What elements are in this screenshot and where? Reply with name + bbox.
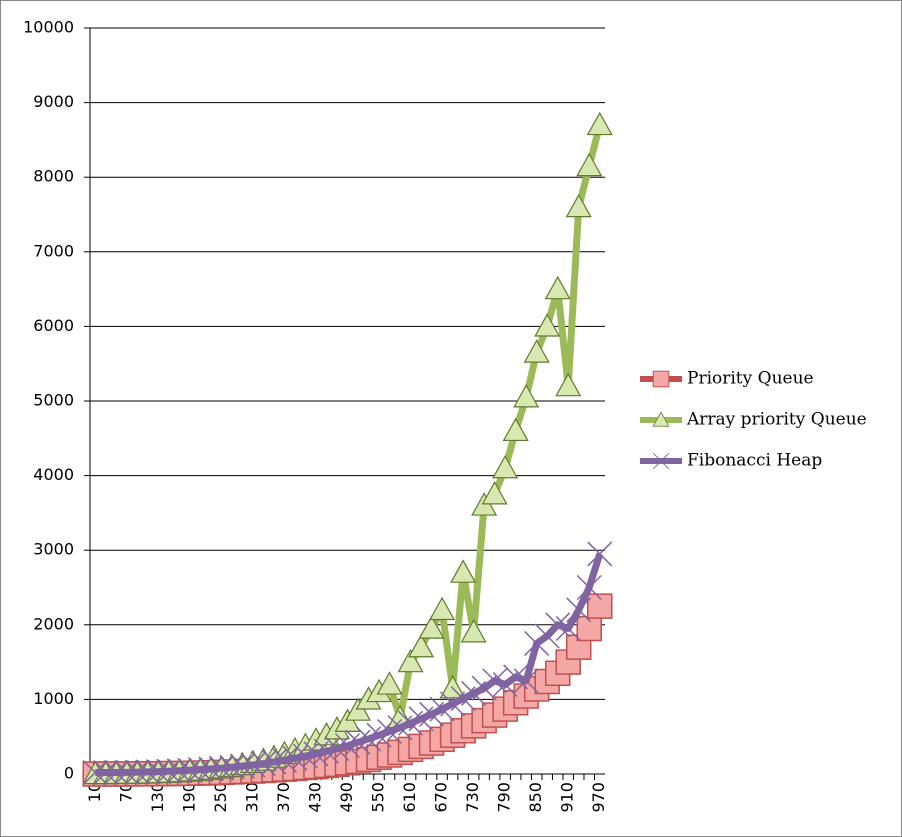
y-tick-label: 0 xyxy=(64,764,74,783)
marker xyxy=(261,749,287,775)
y-tick-label: 7000 xyxy=(33,241,74,260)
marker xyxy=(124,759,150,785)
x-tick-label: 910 xyxy=(558,782,577,813)
marker xyxy=(545,612,571,638)
marker xyxy=(503,664,529,690)
legend-label: Fibonacci Heap xyxy=(687,451,822,471)
marker xyxy=(313,738,340,764)
marker xyxy=(377,718,403,745)
y-tick-label: 5000 xyxy=(33,391,74,410)
y-tick-label: 2000 xyxy=(33,614,74,633)
x-tick-label: 670 xyxy=(432,782,451,813)
marker xyxy=(576,152,603,177)
marker xyxy=(366,722,392,748)
x-tick-label: 250 xyxy=(211,782,230,813)
marker xyxy=(334,733,361,759)
marker xyxy=(198,756,224,782)
marker xyxy=(482,668,508,694)
marker xyxy=(103,759,129,786)
legend-marker xyxy=(652,370,670,388)
marker xyxy=(114,759,140,785)
marker xyxy=(429,596,456,621)
marker xyxy=(523,339,550,363)
x-tick-label: 970 xyxy=(589,782,608,813)
x-tick-label: 430 xyxy=(305,782,324,813)
marker xyxy=(492,454,519,479)
x-tick-label: 790 xyxy=(495,782,514,813)
marker xyxy=(219,754,245,780)
marker xyxy=(250,751,276,777)
marker xyxy=(544,275,571,300)
marker xyxy=(397,648,424,673)
x-tick-label: 730 xyxy=(463,782,482,813)
marker xyxy=(566,597,592,623)
marker xyxy=(208,755,234,781)
marker xyxy=(376,671,403,695)
marker xyxy=(271,747,297,773)
marker xyxy=(513,668,539,694)
marker xyxy=(229,753,255,779)
series xyxy=(82,541,613,786)
marker xyxy=(524,630,550,656)
marker xyxy=(502,417,529,442)
marker xyxy=(240,752,266,778)
marker xyxy=(135,759,161,785)
marker xyxy=(471,675,497,701)
marker xyxy=(586,111,613,136)
marker xyxy=(555,372,582,397)
x-tick-label: 130 xyxy=(148,782,167,813)
x-tick-label: 310 xyxy=(242,782,261,813)
marker xyxy=(408,633,435,658)
y-tick-label: 10000 xyxy=(23,18,74,37)
y-tick-label: 9000 xyxy=(33,92,74,111)
y-tick-label: 6000 xyxy=(33,316,74,335)
marker xyxy=(324,736,350,762)
x-tick-label: 190 xyxy=(179,782,198,813)
x-tick-label: 70 xyxy=(116,782,135,802)
marker xyxy=(460,619,487,643)
marker xyxy=(145,759,171,785)
legend-marker xyxy=(652,411,670,427)
marker xyxy=(450,559,477,583)
legend-label: Array priority Queue xyxy=(686,410,867,430)
marker xyxy=(303,741,329,767)
marker xyxy=(93,759,119,786)
x-tick-label: 490 xyxy=(337,782,356,813)
y-tick-label: 3000 xyxy=(33,540,74,559)
marker xyxy=(492,671,518,698)
y-tick-label: 4000 xyxy=(33,465,74,484)
marker xyxy=(481,481,508,505)
marker xyxy=(587,541,613,567)
legend-marker xyxy=(652,452,670,470)
marker xyxy=(166,758,192,784)
x-tick-label: 850 xyxy=(526,782,545,813)
x-tick-label: 10 xyxy=(85,782,104,802)
marker xyxy=(565,193,592,218)
marker xyxy=(292,743,318,769)
marker xyxy=(513,384,540,408)
y-tick-label: 8000 xyxy=(33,167,74,186)
marker xyxy=(187,757,213,783)
marker xyxy=(82,759,108,786)
x-tick-label: 610 xyxy=(400,782,419,813)
marker xyxy=(576,574,602,601)
x-tick-label: 550 xyxy=(369,782,388,813)
legend-label: Priority Queue xyxy=(687,369,814,389)
y-tick-label: 1000 xyxy=(33,689,74,708)
marker xyxy=(282,745,308,771)
marker xyxy=(555,615,581,642)
marker xyxy=(534,313,561,337)
marker xyxy=(156,758,182,784)
x-tick-label: 370 xyxy=(274,782,293,813)
marker xyxy=(177,757,203,783)
marker xyxy=(418,615,445,639)
marker xyxy=(345,729,371,755)
marker xyxy=(355,726,382,752)
